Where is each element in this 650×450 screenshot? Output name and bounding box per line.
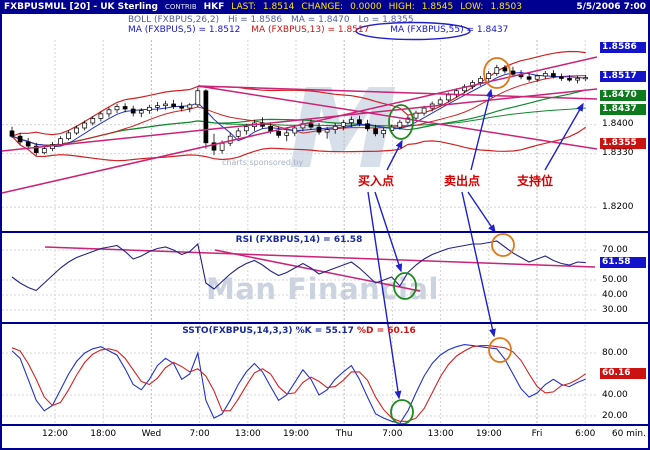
price-label: 1.8330	[602, 148, 634, 159]
annotation-marks	[355, 21, 584, 425]
gridlines	[2, 40, 597, 423]
stoch-d-line	[11, 345, 587, 422]
annotation-arrow	[461, 191, 496, 338]
rsi-panel-title: RSI (FXBPUS,14) = 61.58	[235, 235, 363, 245]
time-label: 7:00	[189, 429, 210, 439]
candlestick-series	[9, 64, 589, 156]
last-value: 1.8514	[262, 2, 295, 12]
price-badge: 1.8355	[600, 137, 646, 149]
sell-point-label: 卖出点	[444, 174, 481, 188]
time-label: 13:00	[234, 429, 261, 439]
boll-lo: Lo = 1.8355	[358, 15, 414, 25]
price-badge: 61.58	[600, 257, 646, 269]
separator-rsi-ssto	[0, 322, 650, 324]
ssto-panel-title: SSTO(FXBPUS,14,3,3) %K = 55.17 %D = 60.1…	[0, 326, 598, 336]
watermark-sponsor-text: charts sponsored by	[222, 158, 304, 167]
separator-ssto-timeaxis	[0, 424, 650, 426]
ma-readout: MA (FXBPUS,5) = 1.8512 MA (FXBPUS,13) = …	[128, 25, 508, 35]
boll-label: BOLL (FXBPUS,26,2)	[128, 15, 220, 25]
sell-point-circle-ssto	[488, 337, 512, 363]
watermark-brand-text: Man Financial	[206, 272, 439, 306]
time-label: Fri	[531, 429, 543, 439]
rsi-line	[11, 240, 586, 292]
price-label: 40.00	[602, 389, 628, 400]
annotation-arrow	[470, 88, 493, 171]
price-badge: 1.8437	[600, 103, 646, 115]
ma55-readout: MA (FXBPUS,55) = 1.8437	[390, 25, 509, 35]
stoch-k-line	[11, 344, 586, 425]
annotation-arrow	[386, 139, 403, 171]
high-value: 1.8545	[421, 2, 454, 12]
time-label: 7:00	[382, 429, 403, 439]
annotation-arrow	[544, 102, 584, 171]
low-label: LOW:	[460, 2, 484, 12]
ma13-readout: MA (FXBPUS,13) = 1.8517	[251, 25, 370, 35]
time-label: 19:00	[475, 429, 502, 439]
buy-point-circle-rsi	[393, 272, 417, 300]
ma55-highlight-ellipse	[355, 21, 471, 41]
boll-hi: Hi = 1.8586	[228, 15, 283, 25]
ssto-d-readout: %D = 60.16	[357, 326, 416, 336]
symbol-title: FXBPUSMUL [20] - UK Sterling	[4, 2, 158, 12]
time-label: Thu	[335, 429, 353, 439]
sell-point-circle-price	[483, 57, 511, 89]
price-label: 30.00	[602, 304, 628, 315]
annotation-arrow	[367, 191, 402, 400]
trend-lines[interactable]	[1, 56, 598, 292]
sell-point-circle-rsi	[491, 233, 515, 257]
interval-label: 60 min.	[611, 429, 646, 439]
time-label: Wed	[141, 429, 162, 439]
ssto-k-readout: SSTO(FXBPUS,14,3,3) %K = 55.17	[182, 326, 354, 336]
last-label: LAST:	[231, 2, 256, 12]
change-label: CHANGE:	[301, 2, 344, 12]
time-label: 12:00	[42, 429, 68, 439]
price-badge: 1.8586	[600, 42, 646, 54]
price-label: 1.8200	[602, 201, 634, 212]
separator-main-rsi	[0, 231, 650, 233]
contrib-value: HKF	[203, 2, 225, 12]
price-label: 80.00	[602, 347, 628, 358]
price-label: 1.8400	[602, 119, 634, 130]
buy-point-circle-price	[388, 104, 414, 140]
low-value: 1.8503	[490, 2, 522, 12]
datetime-label: 5/5/2006 7:00	[576, 2, 646, 12]
time-label: 6:00	[575, 429, 596, 439]
ma5-readout: MA (FXBPUS,5) = 1.8512	[128, 25, 241, 35]
price-badge: 60.16	[600, 368, 646, 380]
boll-ma: MA = 1.8470	[290, 15, 350, 25]
time-label: 19:00	[283, 429, 309, 439]
ma13-line	[11, 75, 586, 146]
change-value: 0.0000	[350, 2, 382, 12]
price-label: 70.00	[602, 244, 628, 255]
bollinger-readout: BOLL (FXBPUS,26,2) Hi = 1.8586 MA = 1.84…	[128, 15, 420, 25]
boll-lower-line	[11, 126, 587, 162]
contrib-label: CONTRIB	[164, 3, 197, 11]
titlebar: FXBPUSMUL [20] - UK Sterling CONTRIB HKF…	[0, 0, 650, 14]
time-label: 18:00	[90, 429, 117, 439]
price-badge: 1.8470	[600, 90, 646, 102]
price-label: 20.00	[602, 410, 628, 421]
buy-point-label: 买入点	[358, 174, 395, 188]
price-label: 40.00	[602, 289, 628, 300]
high-label: HIGH:	[388, 2, 415, 12]
annotation-arrow	[467, 191, 496, 234]
boll-mid-line	[11, 89, 586, 146]
price-badge: 1.8517	[600, 70, 646, 82]
time-label: 13:00	[427, 429, 454, 439]
support-level-label: 支持位	[517, 174, 554, 188]
price-label: 50.00	[602, 274, 628, 285]
